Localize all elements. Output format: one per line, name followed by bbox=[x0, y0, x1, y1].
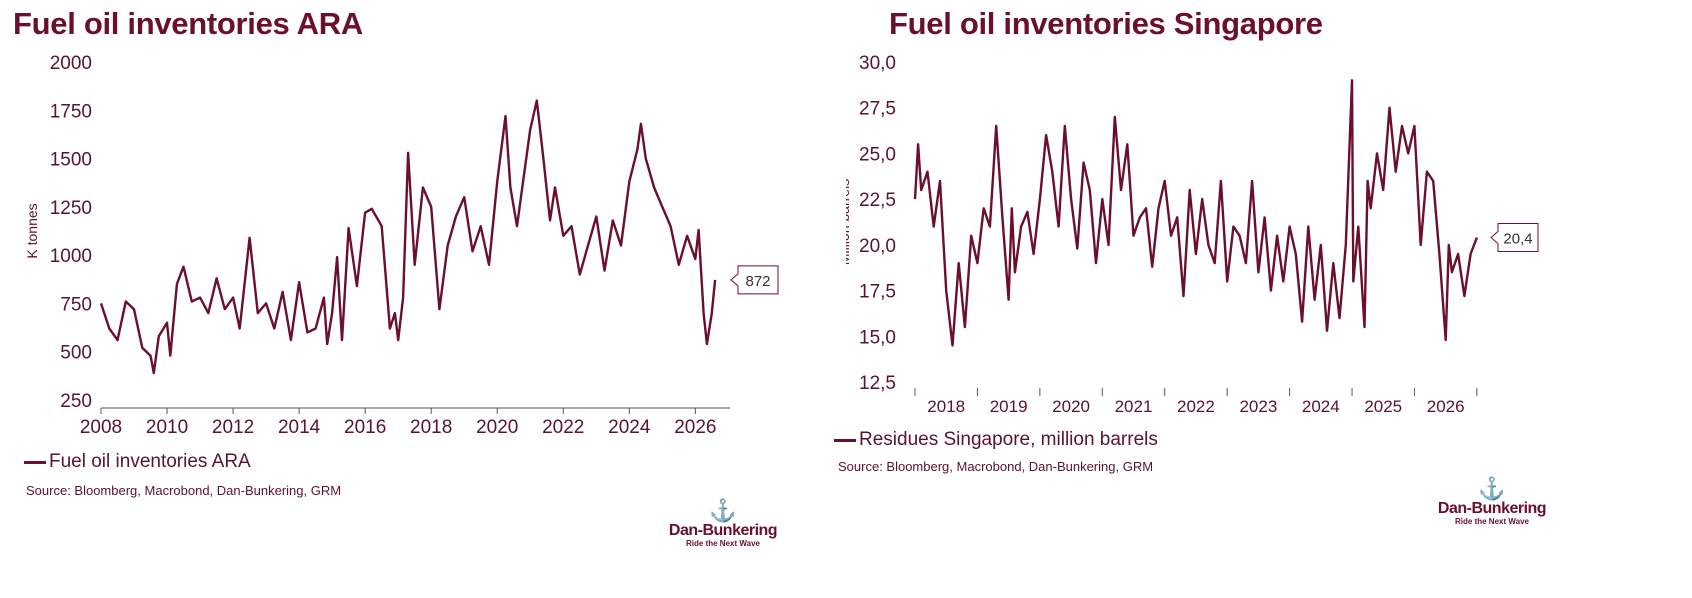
y-tick-label: 17,5 bbox=[859, 282, 896, 303]
y-tick-label: 500 bbox=[60, 343, 92, 364]
y-tick-label: 20,0 bbox=[859, 236, 896, 257]
y-tick-label: 1250 bbox=[50, 198, 92, 219]
chart-legend: Residues Singapore, million barrels bbox=[834, 429, 1158, 451]
dan-bunkering-logo: ⚓ Dan-Bunkering Ride the Next Wave bbox=[1432, 478, 1552, 527]
ara-chart: 250 500 750 1000 1250 1500 1750 2000 K tonnes 200… bbox=[24, 53, 779, 438]
y-tick-label: 250 bbox=[60, 391, 92, 412]
legend-label: Fuel oil inventories ARA bbox=[49, 451, 251, 472]
anchor-logo-icon: ⚓ bbox=[709, 498, 737, 523]
logo-tagline: Ride the Next Wave bbox=[686, 539, 760, 548]
y-axis-label: Million barrels bbox=[846, 179, 852, 265]
x-tick-label: 2022 bbox=[542, 417, 584, 438]
x-tick-label: 2018 bbox=[927, 397, 965, 416]
x-tick-label: 2008 bbox=[80, 417, 122, 438]
x-tick-label: 2018 bbox=[410, 417, 452, 438]
x-tick-label: 2026 bbox=[674, 417, 716, 438]
y-tick-label: 1500 bbox=[50, 150, 92, 171]
dan-bunkering-logo: ⚓ Dan-Bunkering Ride the Next Wave bbox=[663, 500, 783, 549]
y-tick-label: 30,0 bbox=[859, 53, 896, 74]
anchor-logo-icon: ⚓ bbox=[1478, 476, 1506, 501]
chart-title: Fuel oil inventories Singapore bbox=[889, 6, 1323, 41]
x-tick-label: 2020 bbox=[476, 417, 518, 438]
logo-tagline: Ride the Next Wave bbox=[1455, 517, 1529, 526]
singapore-chart: 12,5 15,0 17,5 20,0 22,5 25,0 27,5 30,0 Million … bbox=[846, 53, 1539, 416]
last-value-label: 20,4 bbox=[1503, 231, 1532, 248]
chart-legend: Fuel oil inventories ARA bbox=[24, 451, 251, 473]
x-tick-label: 2020 bbox=[1052, 397, 1090, 416]
x-tick-label: 2010 bbox=[146, 417, 188, 438]
legend-label: Residues Singapore, million barrels bbox=[859, 429, 1158, 450]
y-tick-label: 25,0 bbox=[859, 144, 896, 165]
legend-line-swatch bbox=[24, 460, 46, 464]
source-note: Source: Bloomberg, Macrobond, Dan-Bunker… bbox=[838, 459, 1154, 474]
x-tick-label: 2026 bbox=[1427, 397, 1465, 416]
source-note: Source: Bloomberg, Macrobond, Dan-Bunker… bbox=[26, 483, 342, 498]
x-tick-label: 2012 bbox=[212, 417, 254, 438]
x-tick-label: 2024 bbox=[608, 417, 651, 438]
x-tick-label: 2014 bbox=[278, 417, 321, 438]
y-axis-label: K tonnes bbox=[24, 203, 40, 258]
y-tick-label: 22,5 bbox=[859, 190, 896, 211]
series-line bbox=[913, 79, 1479, 347]
series-line bbox=[99, 99, 717, 375]
y-tick-label: 27,5 bbox=[859, 99, 896, 120]
last-value-callout bbox=[730, 265, 779, 295]
ara-panel: Fuel oil inventories ARA 250 500 750 1000 12… bbox=[13, 6, 783, 549]
logo-brand: Dan-Bunkering bbox=[668, 522, 778, 539]
x-tick-label: 2023 bbox=[1239, 397, 1277, 416]
x-tick-label: 2019 bbox=[990, 397, 1028, 416]
last-value-callout bbox=[1490, 223, 1539, 253]
x-tick-label: 2025 bbox=[1364, 397, 1402, 416]
logo-brand: Dan-Bunkering bbox=[1437, 500, 1547, 517]
x-tick-label: 2024 bbox=[1302, 397, 1340, 416]
x-tick-label: 2022 bbox=[1177, 397, 1215, 416]
y-tick-label: 1750 bbox=[50, 101, 92, 122]
x-tick-label: 2021 bbox=[1115, 397, 1153, 416]
legend-line-swatch bbox=[834, 438, 856, 442]
y-tick-label: 15,0 bbox=[859, 327, 896, 348]
y-tick-label: 1000 bbox=[50, 246, 92, 267]
last-value-label: 872 bbox=[745, 273, 770, 290]
y-tick-label: 2000 bbox=[50, 53, 92, 74]
y-tick-label: 12,5 bbox=[859, 373, 896, 394]
y-tick-label: 750 bbox=[60, 294, 92, 315]
chart-title: Fuel oil inventories ARA bbox=[13, 6, 363, 41]
singapore-panel: Fuel oil inventories Singapore 12,5 15,0 1… bbox=[834, 0, 1692, 598]
x-tick-label: 2016 bbox=[344, 417, 386, 438]
